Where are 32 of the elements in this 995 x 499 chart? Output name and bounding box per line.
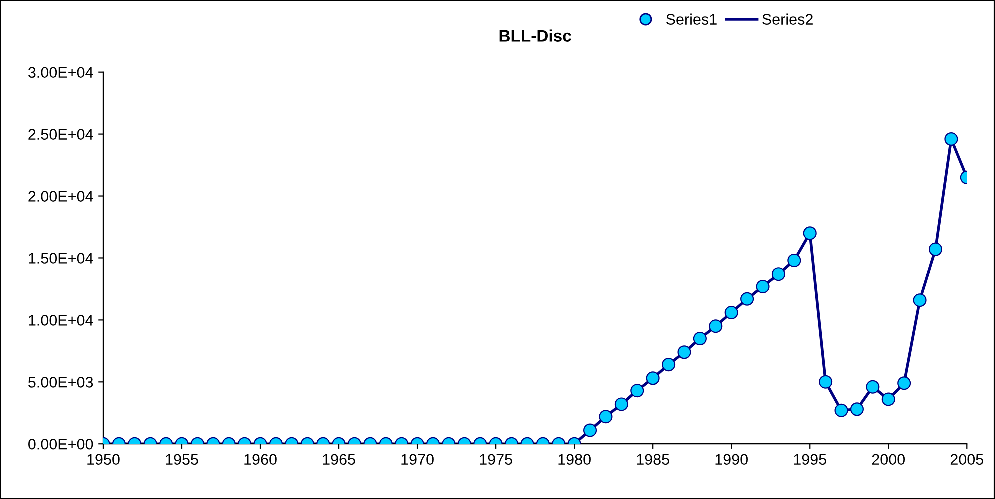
x-tick-label: 1985	[637, 454, 670, 466]
y-tick-label: 1.00E+04	[29, 315, 94, 326]
point	[772, 268, 786, 282]
y-tick-label: 3.00E+04	[28, 67, 94, 78]
y-tick-label: 1.50E+04	[29, 253, 94, 264]
x-tick-label: 1975	[480, 454, 512, 466]
point	[693, 332, 707, 346]
x-tick-label: 1980	[558, 454, 591, 466]
y-tick-label: 0.00E+00	[28, 438, 94, 450]
point	[803, 226, 817, 240]
y-tick-label: 5.00E+03	[28, 377, 94, 388]
chart-title: BLL-Disc	[500, 30, 572, 42]
x-tick-label: 1950	[88, 454, 120, 466]
x-tick-label: 1960	[244, 454, 277, 466]
legend-label: Series2	[762, 14, 813, 25]
x-tick-label: 2005	[950, 454, 984, 466]
point	[740, 292, 754, 306]
x-tick-label: 2000	[872, 454, 906, 466]
x-tick-label: 1965	[323, 454, 356, 466]
point	[928, 242, 942, 256]
x-tick-label: 1995	[794, 454, 826, 466]
point	[913, 294, 927, 308]
y-tick-label: 2.00E+04	[28, 191, 94, 202]
point	[724, 306, 738, 320]
y-tick-label: 2.50E+04	[28, 129, 94, 140]
point	[756, 280, 770, 294]
x-tick-label: 1955	[166, 454, 198, 466]
x-tick-label: 1990	[716, 454, 748, 466]
legend-label: Series1	[666, 14, 717, 25]
point	[709, 320, 723, 334]
x-tick-label: 1970	[402, 454, 434, 466]
point	[788, 254, 802, 268]
